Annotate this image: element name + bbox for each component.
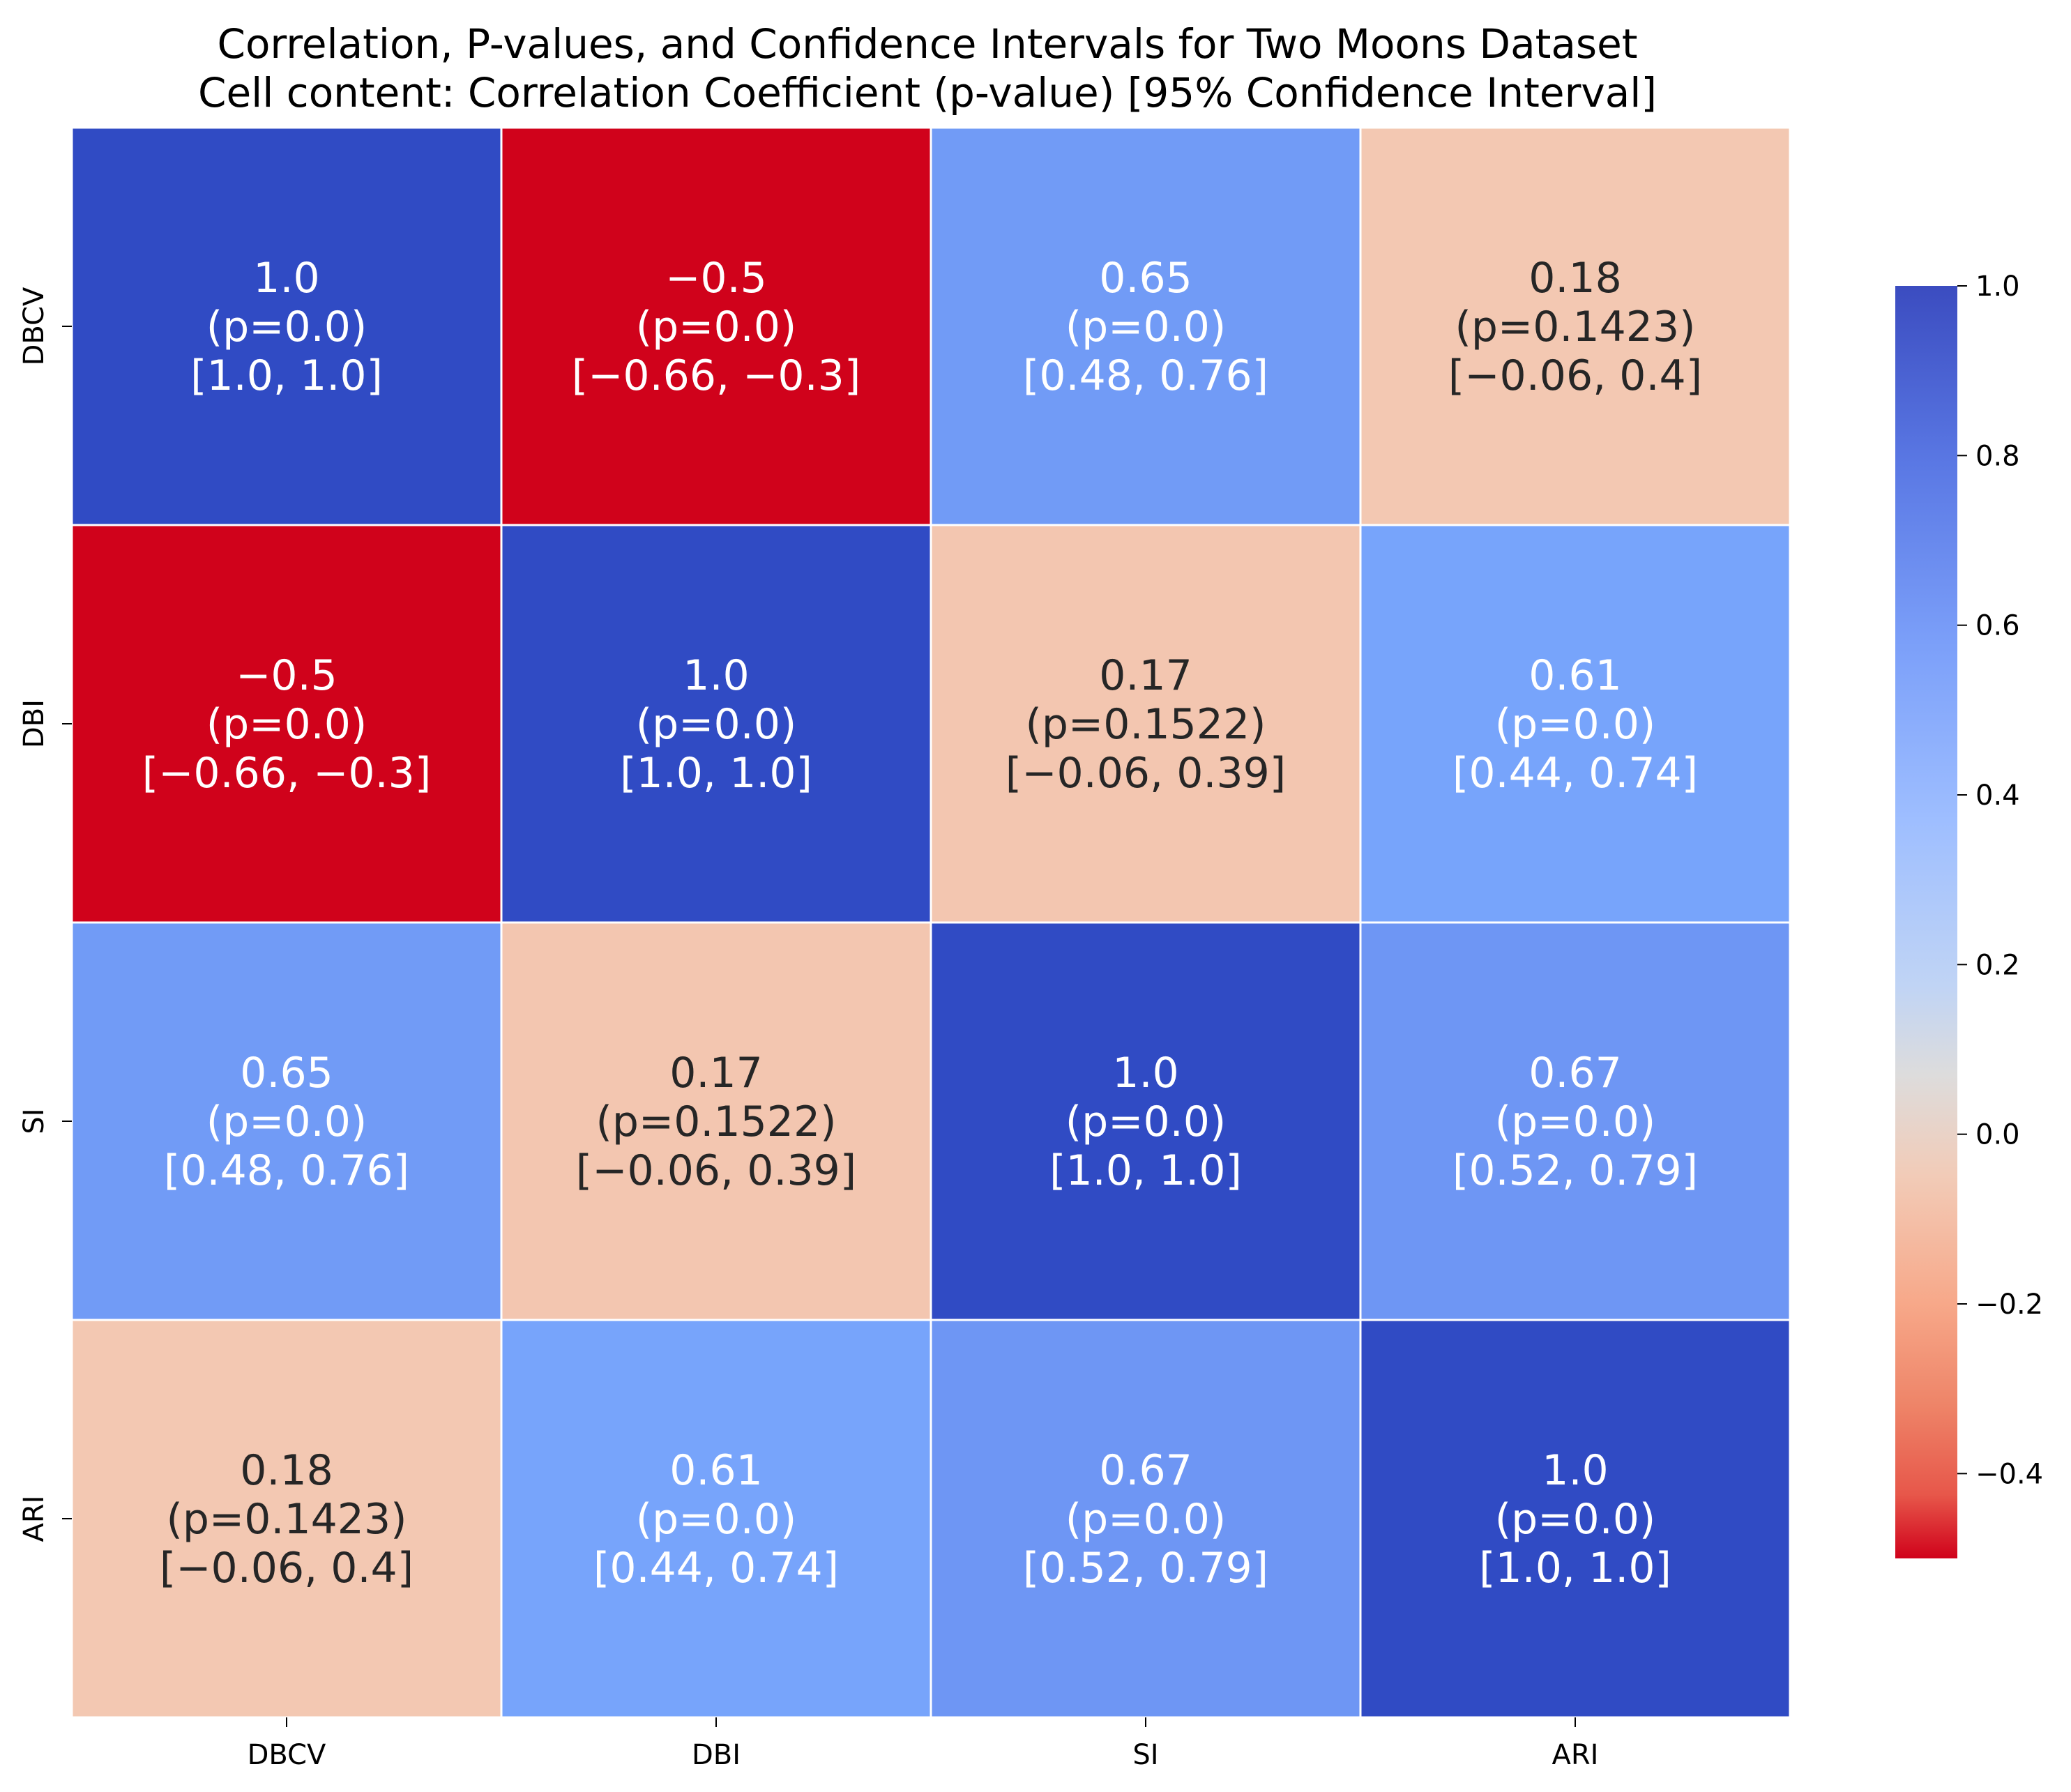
cell-label-p: (p=0.0) (636, 303, 797, 351)
cell-label-r: 1.0 (1542, 1446, 1608, 1495)
cell-label-r: 0.17 (669, 1049, 763, 1098)
heatmap-cell-si-ari (1359, 921, 1791, 1321)
cell-label-ci: [−0.06, 0.39] (576, 1146, 856, 1195)
cell-label-r: 0.67 (1099, 1446, 1192, 1495)
cell-label-r: 1.0 (683, 651, 749, 700)
cell-label-r: 0.65 (240, 1049, 333, 1098)
cell-label-p: (p=0.0) (206, 303, 367, 351)
colorbar-tick-label: 0.2 (1975, 949, 2020, 981)
heatmap-cell-dbcv-dbcv (70, 126, 503, 526)
heatmap-cells (70, 126, 1791, 1719)
cell-label-p: (p=0.1423) (1455, 303, 1695, 351)
heatmap-cell-dbi-ari (1359, 524, 1791, 924)
x-tick-label: ARI (1552, 1739, 1599, 1771)
cell-label-p: (p=0.0) (636, 1495, 797, 1544)
cell-label-p: (p=0.0) (1065, 1495, 1227, 1544)
cell-label-r: 0.61 (1528, 651, 1622, 700)
cell-label-p: (p=0.1423) (166, 1495, 407, 1544)
heatmap-cell-labels: 1.0(p=0.0)[1.0, 1.0]−0.5(p=0.0)[−0.66, −… (142, 254, 1702, 1593)
cell-label-ci: [−0.06, 0.4] (160, 1544, 414, 1593)
cell-label-p: (p=0.0) (206, 1098, 367, 1146)
colorbar-tick-label: 0.8 (1975, 440, 2020, 472)
cell-label-p: (p=0.0) (1495, 700, 1656, 749)
x-axis: DBCV DBI SI ARI (248, 1717, 1599, 1771)
cell-label-p: (p=0.1522) (595, 1098, 836, 1146)
cell-label-r: 0.17 (1099, 651, 1192, 700)
x-tick-label: DBCV (248, 1739, 326, 1771)
x-tick-label: SI (1132, 1739, 1158, 1771)
colorbar (1895, 286, 1957, 1558)
heatmap-cell-si-dbi (500, 921, 932, 1321)
cell-label-ci: [0.44, 0.74] (1452, 749, 1698, 798)
colorbar-tick-label: 0.4 (1975, 780, 2020, 812)
y-axis: DBCV DBI SI ARI (18, 287, 72, 1542)
cell-label-r: 0.67 (1528, 1049, 1622, 1098)
heatmap-cell-dbi-dbcv (70, 524, 503, 924)
heatmap-cell-dbi-si (930, 524, 1362, 924)
cell-label-r: −0.5 (665, 254, 767, 303)
cell-label-ci: [0.48, 0.76] (164, 1146, 409, 1195)
cell-label-ci: [1.0, 1.0] (1049, 1146, 1242, 1195)
cell-label-r: 0.61 (669, 1446, 763, 1495)
cell-label-ci: [0.44, 0.74] (593, 1544, 839, 1593)
cell-label-r: 1.0 (1112, 1049, 1178, 1098)
cell-label-ci: [1.0, 1.0] (620, 749, 812, 798)
cell-label-p: (p=0.1522) (1025, 700, 1266, 749)
heatmap-cell-dbcv-dbi (500, 126, 932, 526)
cell-label-ci: [1.0, 1.0] (1479, 1544, 1671, 1593)
heatmap-cell-ari-ari (1359, 1319, 1791, 1719)
y-tick-label: SI (18, 1108, 50, 1134)
cell-label-ci: [−0.06, 0.39] (1006, 749, 1286, 798)
heatmap-cell-dbi-dbi (500, 524, 932, 924)
cell-label-ci: [0.52, 0.79] (1023, 1544, 1268, 1593)
cell-label-p: (p=0.0) (1065, 303, 1227, 351)
cell-label-r: 1.0 (253, 254, 319, 303)
cell-label-p: (p=0.0) (1495, 1495, 1656, 1544)
cell-label-ci: [0.48, 0.76] (1023, 351, 1268, 400)
cell-label-r: 0.18 (1528, 254, 1622, 303)
colorbar-tick-label: 0.6 (1975, 610, 2020, 642)
cell-label-r: 0.18 (240, 1446, 333, 1495)
chart-subtitle: Cell content: Correlation Coefficient (p… (198, 69, 1657, 116)
cell-label-ci: [−0.06, 0.4] (1448, 351, 1702, 400)
cell-label-p: (p=0.0) (1065, 1098, 1227, 1146)
colorbar-tick-label: 0.0 (1975, 1119, 2020, 1151)
colorbar-tick-label: 1.0 (1975, 271, 2020, 303)
colorbar-ticks: 1.0 0.8 0.6 0.4 0.2 0.0 −0.2 −0.4 (1957, 271, 2043, 1490)
cell-label-ci: [0.52, 0.79] (1452, 1146, 1698, 1195)
cell-label-p: (p=0.0) (206, 700, 367, 749)
chart-title: Correlation, P-values, and Confidence In… (217, 20, 1637, 68)
y-tick-label: DBCV (18, 287, 50, 365)
cell-label-r: 0.65 (1099, 254, 1192, 303)
heatmap-cell-dbcv-si (930, 126, 1362, 526)
cell-label-r: −0.5 (236, 651, 337, 700)
cell-label-p: (p=0.0) (1495, 1098, 1656, 1146)
colorbar-tick-label: −0.2 (1975, 1289, 2043, 1321)
colorbar-tick-label: −0.4 (1975, 1458, 2043, 1490)
heatmap-cell-ari-dbcv (70, 1319, 503, 1719)
cell-label-ci: [1.0, 1.0] (190, 351, 383, 400)
y-tick-label: DBI (18, 699, 50, 748)
heatmap-cell-dbcv-ari (1359, 126, 1791, 526)
y-tick-label: ARI (18, 1496, 50, 1542)
x-tick-label: DBI (692, 1739, 741, 1771)
heatmap-cell-ari-dbi (500, 1319, 932, 1719)
cell-label-p: (p=0.0) (636, 700, 797, 749)
heatmap-cell-ari-si (930, 1319, 1362, 1719)
cell-label-ci: [−0.66, −0.3] (572, 351, 861, 400)
cell-label-ci: [−0.66, −0.3] (142, 749, 432, 798)
